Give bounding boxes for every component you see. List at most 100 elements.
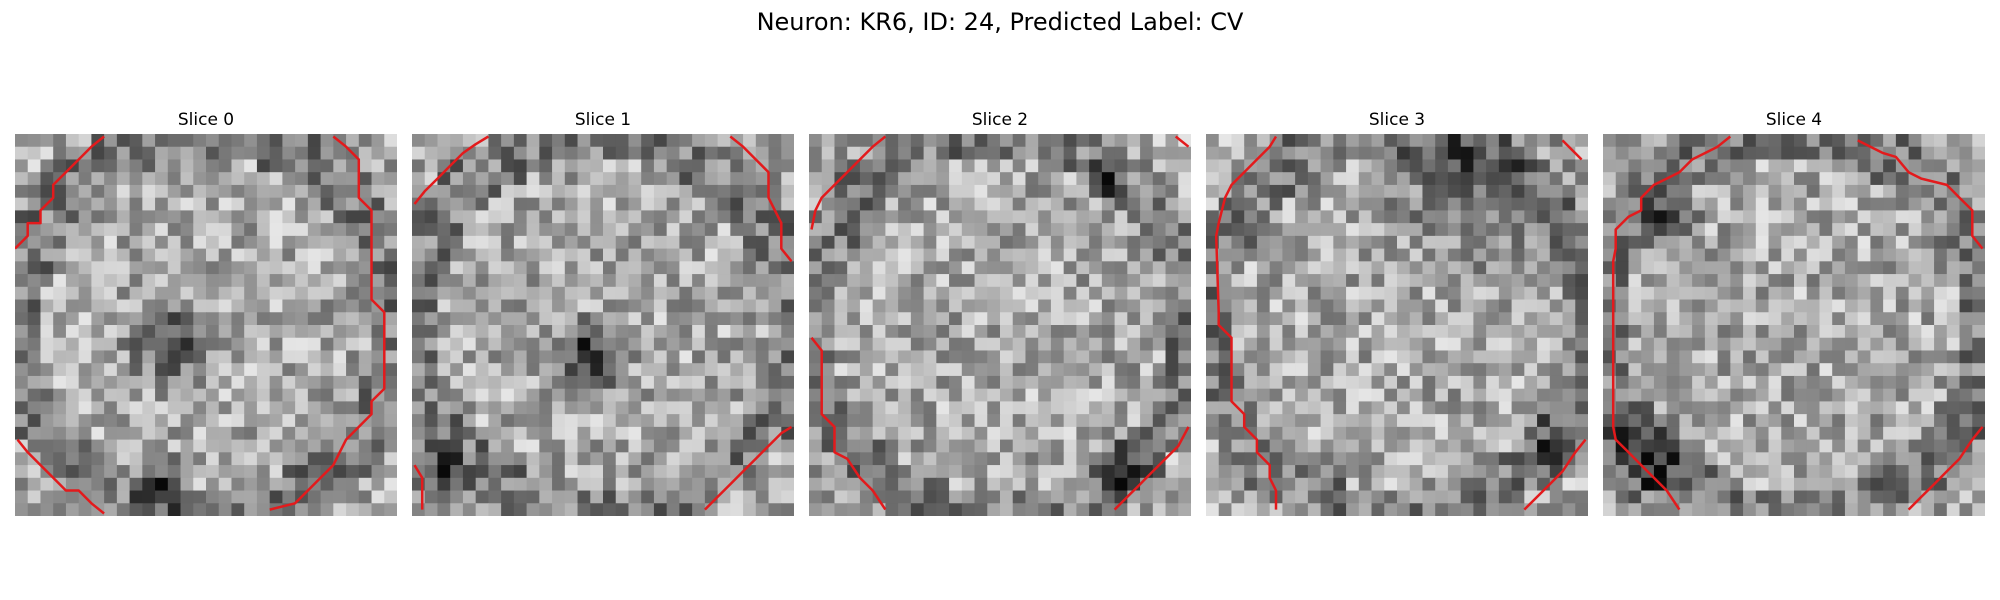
pixel-cell bbox=[1641, 146, 1655, 160]
pixel-cell bbox=[269, 401, 283, 415]
pixel-cell bbox=[1883, 235, 1897, 250]
pixel-cell bbox=[768, 477, 782, 492]
pixel-cell bbox=[1101, 325, 1116, 339]
pixel-cell bbox=[1615, 363, 1629, 377]
pixel-cell bbox=[809, 426, 823, 441]
pixel-cell bbox=[847, 337, 861, 351]
pixel-cell bbox=[384, 223, 397, 237]
pixel-cell bbox=[412, 286, 426, 301]
pixel-cell bbox=[1269, 197, 1283, 211]
pixel-cell bbox=[666, 223, 680, 237]
pixel-cell bbox=[1384, 146, 1398, 160]
pixel-cell bbox=[244, 159, 258, 173]
pixel-cell bbox=[1781, 286, 1795, 301]
pixel-cell bbox=[1653, 503, 1668, 516]
pixel-cell bbox=[923, 286, 937, 301]
pixel-cell bbox=[462, 312, 477, 326]
pixel-cell bbox=[859, 350, 874, 364]
pixel-cell bbox=[577, 312, 591, 326]
pixel-cell bbox=[781, 465, 794, 479]
pixel-cell bbox=[40, 261, 54, 275]
pixel-cell bbox=[513, 312, 528, 326]
pixel-cell bbox=[1422, 159, 1436, 173]
pixel-cell bbox=[526, 197, 540, 211]
pixel-cell bbox=[1730, 312, 1744, 326]
pixel-cell bbox=[1628, 159, 1642, 173]
pixel-cell bbox=[834, 350, 848, 364]
pixel-cell bbox=[282, 401, 296, 415]
pixel-cell bbox=[116, 299, 131, 313]
pixel-cell bbox=[1460, 299, 1474, 313]
pixel-cell bbox=[384, 363, 397, 377]
pixel-cell bbox=[129, 299, 143, 313]
pixel-cell bbox=[193, 490, 207, 504]
pixel-cell bbox=[513, 363, 528, 377]
pixel-cell bbox=[346, 401, 360, 415]
pixel-cell bbox=[1127, 223, 1141, 237]
pixel-cell bbox=[949, 452, 963, 466]
pixel-cell bbox=[1934, 388, 1948, 402]
pixel-cell bbox=[1269, 184, 1283, 199]
pixel-cell bbox=[1295, 350, 1309, 364]
pixel-cell bbox=[898, 286, 912, 301]
pixel-cell bbox=[1641, 312, 1655, 326]
pixel-cell bbox=[1946, 210, 1961, 224]
pixel-cell bbox=[1921, 197, 1935, 211]
pixel-cell bbox=[1615, 401, 1629, 415]
pixel-cell bbox=[1692, 235, 1706, 250]
pixel-cell bbox=[371, 325, 385, 339]
pixel-cell bbox=[961, 503, 976, 516]
pixel-cell bbox=[1628, 261, 1642, 275]
pixel-cell bbox=[1206, 146, 1220, 160]
pixel-cell bbox=[65, 325, 80, 339]
pixel-cell bbox=[603, 210, 617, 224]
pixel-cell bbox=[1101, 414, 1116, 428]
pixel-cell bbox=[539, 235, 553, 250]
pixel-cell bbox=[781, 363, 794, 377]
pixel-cell bbox=[320, 490, 334, 504]
pixel-cell bbox=[1781, 477, 1795, 492]
pixel-cell bbox=[358, 465, 373, 479]
pixel-cell bbox=[27, 503, 41, 516]
pixel-cell bbox=[412, 223, 426, 237]
pixel-cell bbox=[1653, 414, 1668, 428]
pixel-cell bbox=[1704, 248, 1719, 262]
pixel-cell bbox=[577, 426, 591, 441]
pixel-cell bbox=[1486, 465, 1500, 479]
pixel-cell bbox=[53, 426, 67, 441]
pixel-cell bbox=[1127, 134, 1141, 148]
pixel-cell bbox=[1089, 337, 1103, 351]
pixel-cell bbox=[104, 414, 118, 428]
pixel-cell bbox=[1819, 146, 1833, 160]
pixel-cell bbox=[1435, 248, 1449, 262]
pixel-cell bbox=[384, 465, 397, 479]
pixel-cell bbox=[679, 452, 693, 466]
pixel-cell bbox=[1422, 465, 1436, 479]
pixel-cell bbox=[142, 325, 156, 339]
pixel-cell bbox=[1409, 439, 1423, 453]
pixel-cell bbox=[885, 159, 899, 173]
pixel-cell bbox=[1371, 223, 1385, 237]
pixel-cell bbox=[1549, 426, 1564, 441]
pixel-cell bbox=[1101, 134, 1116, 148]
pixel-cell bbox=[1511, 465, 1525, 479]
pixel-cell bbox=[244, 172, 258, 186]
pixel-cell bbox=[1908, 286, 1922, 301]
pixel-cell bbox=[320, 452, 334, 466]
pixel-cell bbox=[231, 414, 245, 428]
pixel-cell bbox=[1050, 172, 1065, 186]
pixel-cell bbox=[1114, 172, 1128, 186]
slice-image bbox=[412, 134, 794, 516]
pixel-cell bbox=[1231, 414, 1245, 428]
pixel-cell bbox=[1165, 223, 1179, 237]
pixel-cell bbox=[1549, 363, 1564, 377]
pixel-cell bbox=[1679, 248, 1693, 262]
pixel-cell bbox=[1603, 146, 1617, 160]
pixel-cell bbox=[590, 503, 604, 516]
pixel-cell bbox=[129, 350, 143, 364]
pixel-cell bbox=[1307, 274, 1322, 288]
pixel-cell bbox=[564, 312, 579, 326]
pixel-cell bbox=[628, 401, 642, 415]
pixel-cell bbox=[244, 388, 258, 402]
pixel-cell bbox=[1152, 477, 1167, 492]
